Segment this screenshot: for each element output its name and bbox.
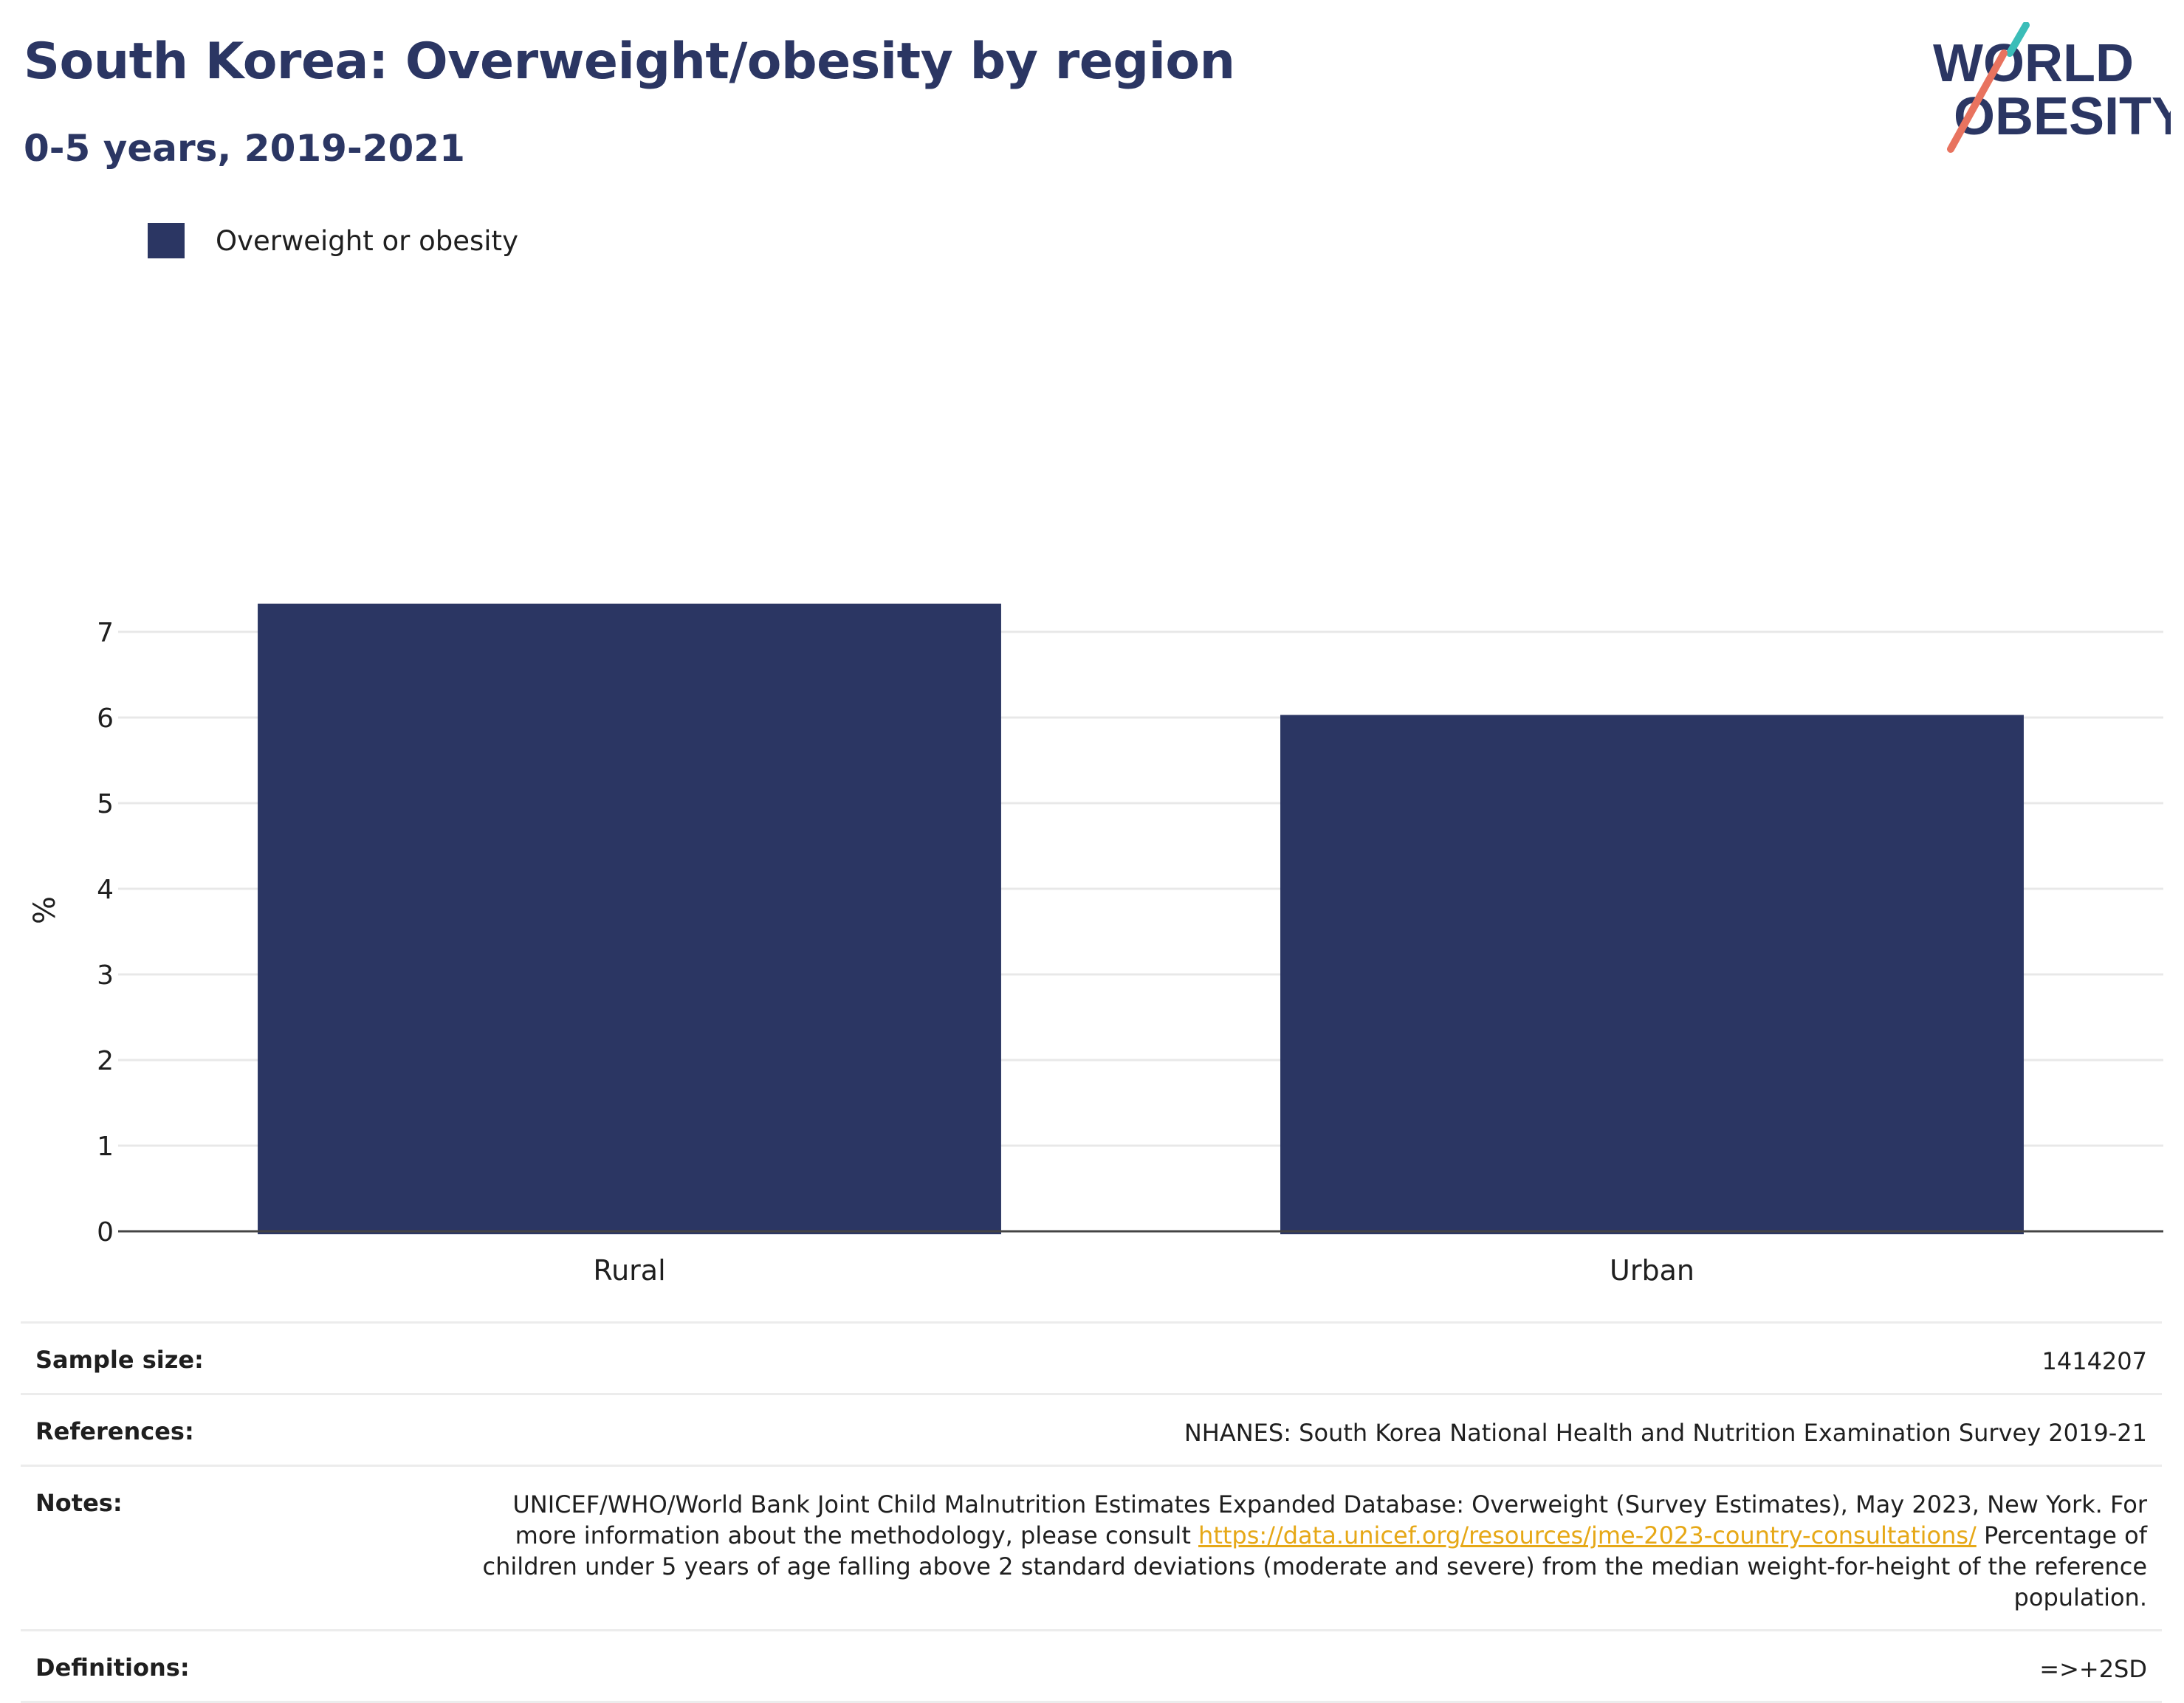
notes-link[interactable]: https://data.unicef.org/resources/jme-20… [1198, 1521, 1977, 1549]
y-axis-label: % [28, 896, 62, 924]
chart-metadata: Sample size: 1414207 References: NHANES:… [21, 1321, 2162, 1703]
notes-text-1: UNICEF/WHO/World Bank Joint Child Malnut… [512, 1490, 2147, 1549]
definitions-row: Definitions: =>+2SD [21, 1629, 2162, 1703]
y-tick-label: 1 [97, 1132, 114, 1162]
chart-legend: Overweight or obesity [148, 221, 518, 260]
sample-size-row: Sample size: 1414207 [21, 1321, 2162, 1393]
sample-size-label: Sample size: [35, 1346, 204, 1374]
notes-value: UNICEF/WHO/World Bank Joint Child Malnut… [464, 1489, 2147, 1613]
x-tick-label: Urban [1610, 1254, 1694, 1284]
references-label: References: [35, 1417, 194, 1445]
y-tick-label: 6 [97, 703, 114, 734]
sample-size-value: 1414207 [2042, 1347, 2147, 1375]
logo-line1: WORLD [1933, 34, 2134, 93]
y-tick-label: 0 [97, 1217, 114, 1248]
y-tick-label: 2 [97, 1046, 114, 1076]
legend-label: Overweight or obesity [216, 224, 518, 257]
bar-chart: 0 1 2 3 4 5 6 7 Rural Urban % [28, 603, 2163, 1284]
notes-label: Notes: [35, 1489, 123, 1517]
bars [258, 603, 2024, 1234]
bar-rural[interactable] [258, 603, 1001, 1234]
notes-row: Notes: UNICEF/WHO/World Bank Joint Child… [21, 1465, 2162, 1629]
world-obesity-logo: WORLD OBESITY [1933, 22, 2171, 153]
chart-title: South Korea: Overweight/obesity by regio… [24, 32, 1235, 91]
y-tick-label: 4 [97, 875, 114, 905]
references-value: NHANES: South Korea National Health and … [1184, 1419, 2147, 1447]
definitions-value: =>+2SD [2039, 1655, 2147, 1683]
notes-text-2: Percentage of children under 5 years of … [482, 1521, 2147, 1611]
bar-urban[interactable] [1280, 715, 2024, 1234]
y-tick-label: 7 [97, 618, 114, 648]
x-tick-label: Rural [593, 1254, 665, 1284]
x-axis-ticks: Rural Urban [593, 1254, 1694, 1284]
legend-swatch [148, 223, 185, 258]
logo-line2: OBESITY [1954, 87, 2171, 146]
references-row: References: NHANES: South Korea National… [21, 1393, 2162, 1465]
y-tick-label: 5 [97, 789, 114, 819]
y-axis-ticks: 0 1 2 3 4 5 6 7 [97, 618, 114, 1248]
definitions-label: Definitions: [35, 1654, 190, 1682]
chart-subtitle: 0-5 years, 2019-2021 [24, 127, 465, 170]
y-tick-label: 3 [97, 960, 114, 991]
